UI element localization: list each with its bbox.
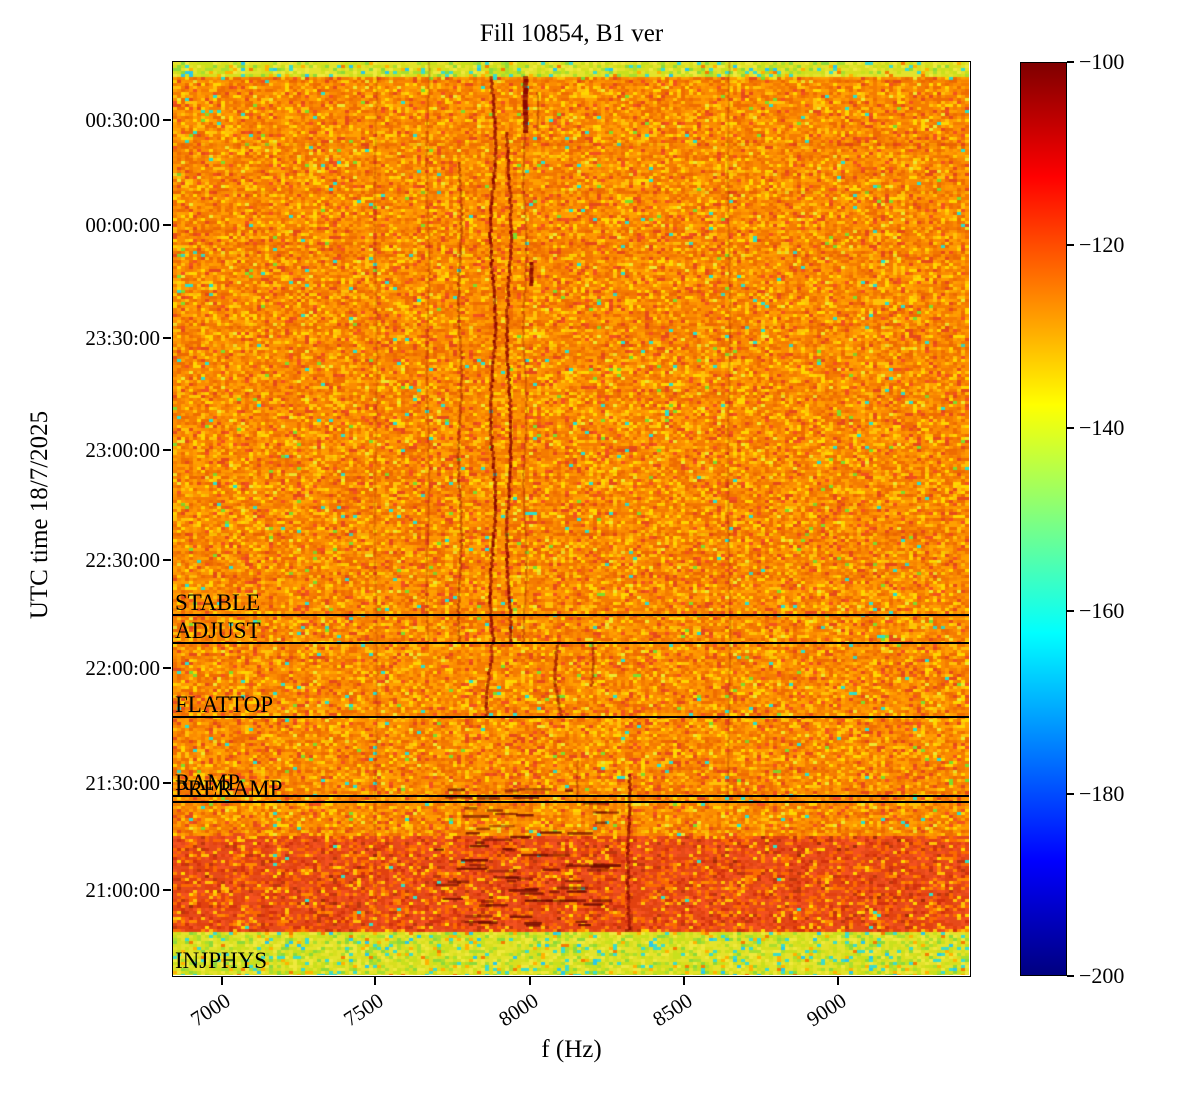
colorbar-tick-mark [1067,793,1074,795]
y-tick-mark [163,889,171,891]
beam-mode-annotations: STABLE ADJUST FLATTOP RAMP PRERAMP INJPHYS [173,62,969,975]
spectrogram-canvas [173,62,969,975]
beam-mode-label-flattop: FLATTOP [175,692,273,717]
beam-mode-line-adjust [173,642,969,645]
colorbar-tick-mark [1067,610,1074,612]
y-tick-label: 00:00:00 [85,213,160,237]
y-tick-label: 22:30:00 [85,548,160,572]
y-tick-mark [163,667,171,669]
y-tick-label: 00:30:00 [85,108,160,132]
x-tick-mark [374,977,376,985]
colorbar-tick-label: −120 [1079,232,1125,257]
y-tick-label: 22:00:00 [85,656,160,680]
beam-mode-line-ramp [173,795,969,798]
spectrogram-plot: STABLE ADJUST FLATTOP RAMP PRERAMP INJPHYS [172,61,971,977]
y-tick-mark [163,337,171,339]
x-tick-mark [529,977,531,985]
beam-mode-label-adjust: ADJUST [175,618,261,643]
beam-mode-label-ramp: RAMP [175,770,241,795]
colorbar-tick-label: −100 [1079,49,1125,74]
colorbar [1020,62,1067,976]
beam-mode-line-stable [173,614,969,617]
colorbar-tick-mark [1067,427,1074,429]
y-tick-mark [163,782,171,784]
x-axis-label: f (Hz) [541,1036,602,1063]
colorbar-tick-mark [1067,975,1074,977]
beam-mode-label-preramp: PRERAMP [175,776,283,801]
y-tick-mark [163,119,171,121]
y-tick-label: 23:00:00 [85,438,160,462]
beam-mode-line-preramp [173,801,969,804]
beam-mode-label-injphys: INJPHYS [175,948,268,973]
colorbar-tick-label: −180 [1079,781,1125,806]
colorbar-tick-label: −160 [1079,598,1125,623]
colorbar-tick-label: −200 [1079,963,1125,988]
chart-title: Fill 10854, B1 ver [479,20,664,47]
x-tick-mark [221,977,223,985]
y-tick-mark [163,449,171,451]
y-tick-label: 21:00:00 [85,878,160,902]
colorbar-tick-label: −140 [1079,415,1125,440]
y-tick-mark [163,559,171,561]
beam-mode-label-stable: STABLE [175,590,261,615]
y-tick-mark [163,224,171,226]
beam-mode-line-flattop [173,716,969,719]
y-tick-label: 21:30:00 [85,771,160,795]
y-tick-label: 23:30:00 [85,326,160,350]
colorbar-tick-mark [1067,244,1074,246]
colorbar-tick-mark [1067,61,1074,63]
x-tick-mark [683,977,685,985]
x-tick-mark [837,977,839,985]
